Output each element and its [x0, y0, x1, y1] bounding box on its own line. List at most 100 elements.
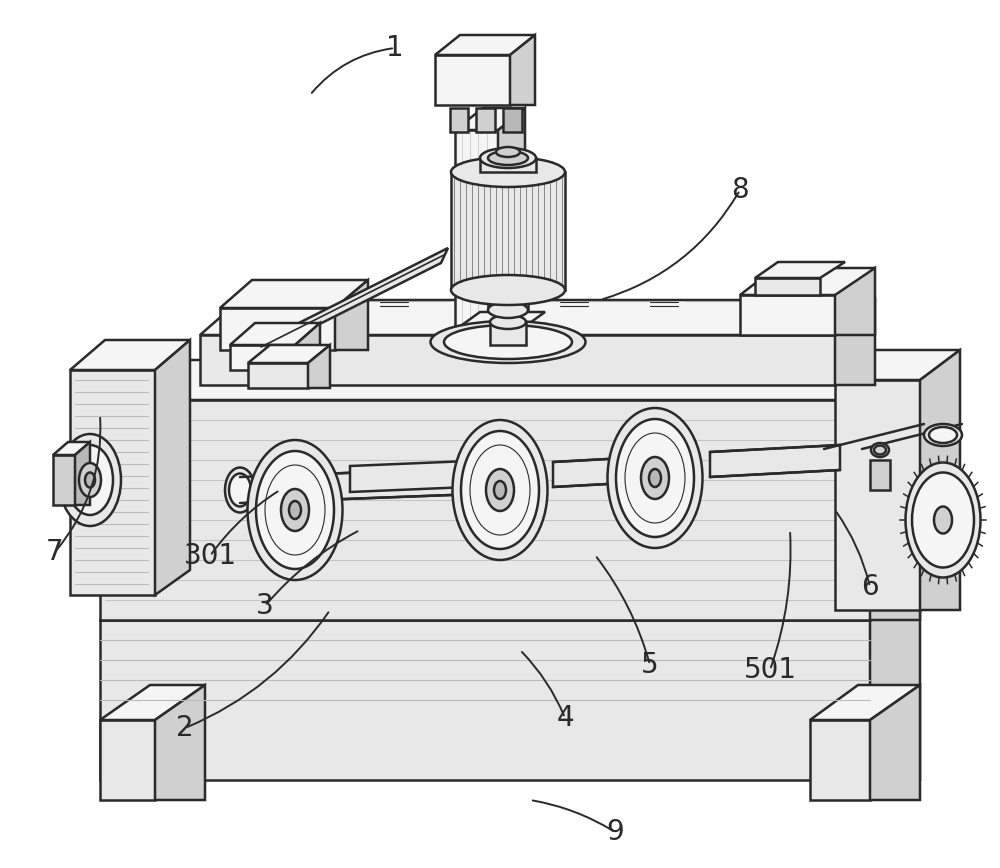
Text: 501: 501: [744, 656, 796, 684]
Ellipse shape: [59, 434, 121, 526]
Polygon shape: [810, 720, 870, 800]
Polygon shape: [835, 300, 875, 385]
Polygon shape: [503, 108, 522, 132]
Polygon shape: [435, 35, 535, 55]
Polygon shape: [248, 363, 308, 388]
Ellipse shape: [480, 148, 536, 168]
Polygon shape: [308, 345, 330, 388]
Polygon shape: [488, 290, 528, 310]
Polygon shape: [200, 335, 835, 385]
Polygon shape: [455, 130, 498, 340]
Ellipse shape: [912, 472, 974, 568]
Polygon shape: [100, 685, 205, 720]
Polygon shape: [455, 330, 520, 350]
Ellipse shape: [281, 489, 309, 531]
Ellipse shape: [289, 501, 301, 519]
Polygon shape: [295, 323, 320, 370]
Ellipse shape: [256, 451, 334, 569]
Text: 7: 7: [46, 538, 64, 566]
Polygon shape: [510, 35, 535, 105]
Polygon shape: [240, 466, 530, 503]
Polygon shape: [248, 345, 330, 363]
Polygon shape: [450, 108, 468, 132]
Polygon shape: [870, 685, 920, 800]
Polygon shape: [835, 380, 920, 610]
Polygon shape: [835, 268, 875, 335]
Ellipse shape: [430, 321, 586, 363]
Text: 2: 2: [176, 714, 194, 742]
Polygon shape: [455, 108, 525, 130]
Ellipse shape: [494, 481, 506, 499]
Ellipse shape: [229, 474, 251, 507]
Ellipse shape: [934, 507, 952, 534]
Polygon shape: [740, 268, 875, 295]
Polygon shape: [740, 295, 835, 335]
Text: 9: 9: [606, 818, 624, 846]
Polygon shape: [480, 158, 536, 172]
Polygon shape: [75, 442, 90, 505]
Ellipse shape: [490, 315, 526, 329]
Text: 301: 301: [183, 542, 237, 570]
Ellipse shape: [451, 275, 565, 305]
Polygon shape: [100, 620, 870, 780]
Polygon shape: [70, 370, 155, 595]
Polygon shape: [455, 312, 545, 330]
Polygon shape: [710, 445, 840, 477]
Polygon shape: [498, 108, 525, 340]
Polygon shape: [870, 460, 890, 490]
Polygon shape: [53, 455, 75, 505]
Polygon shape: [920, 350, 960, 610]
Text: 6: 6: [861, 573, 879, 601]
Polygon shape: [350, 458, 540, 492]
Polygon shape: [100, 400, 870, 620]
Ellipse shape: [461, 431, 539, 549]
Text: 1: 1: [386, 34, 404, 62]
Polygon shape: [755, 262, 845, 278]
Polygon shape: [810, 685, 920, 720]
Polygon shape: [476, 108, 495, 132]
Ellipse shape: [452, 420, 548, 560]
Ellipse shape: [641, 457, 669, 499]
Ellipse shape: [451, 157, 565, 187]
Ellipse shape: [486, 469, 514, 511]
Text: 5: 5: [641, 651, 659, 679]
Ellipse shape: [85, 472, 95, 488]
Polygon shape: [553, 455, 680, 487]
Ellipse shape: [649, 469, 661, 487]
Ellipse shape: [874, 445, 886, 455]
Text: 8: 8: [731, 176, 749, 204]
Polygon shape: [220, 308, 335, 350]
Polygon shape: [70, 340, 190, 370]
Ellipse shape: [929, 427, 957, 443]
Ellipse shape: [248, 440, 342, 580]
Polygon shape: [835, 350, 960, 380]
Ellipse shape: [906, 463, 980, 577]
Text: 3: 3: [256, 592, 274, 620]
Polygon shape: [200, 300, 875, 335]
Ellipse shape: [871, 443, 889, 457]
Polygon shape: [220, 280, 368, 308]
Text: 4: 4: [556, 704, 574, 732]
Polygon shape: [230, 323, 320, 345]
Polygon shape: [258, 248, 448, 355]
Polygon shape: [100, 580, 920, 620]
Polygon shape: [155, 340, 190, 595]
Ellipse shape: [608, 408, 702, 548]
Ellipse shape: [924, 424, 962, 446]
Polygon shape: [230, 345, 295, 370]
Polygon shape: [870, 360, 920, 620]
Ellipse shape: [488, 151, 528, 165]
Ellipse shape: [488, 302, 528, 318]
Polygon shape: [155, 685, 205, 800]
Polygon shape: [870, 580, 920, 780]
Ellipse shape: [67, 445, 113, 515]
Ellipse shape: [496, 147, 520, 157]
Polygon shape: [451, 172, 565, 290]
Polygon shape: [53, 442, 90, 455]
Polygon shape: [435, 55, 510, 105]
Ellipse shape: [225, 468, 255, 512]
Ellipse shape: [444, 325, 572, 359]
Polygon shape: [100, 360, 920, 400]
Ellipse shape: [616, 419, 694, 537]
Polygon shape: [755, 278, 820, 295]
